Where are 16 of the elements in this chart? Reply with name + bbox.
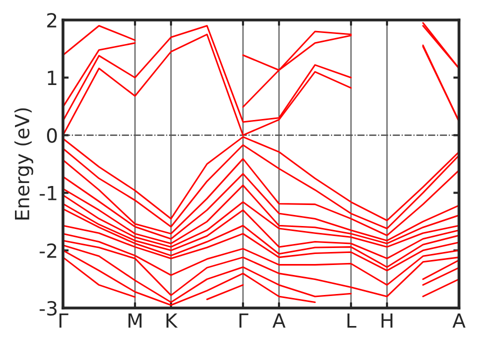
x-tick-label: M	[128, 313, 142, 328]
x-tick-label: K	[166, 313, 178, 328]
x-tick-label: Γ	[239, 313, 248, 328]
y-tick-label: -2	[40, 243, 56, 258]
y-tick-label: 0	[47, 128, 57, 143]
y-axis-title: Energy (eV)	[14, 108, 34, 220]
x-tick-label: Γ	[59, 313, 68, 328]
line-series	[63, 208, 459, 268]
x-tick-label: L	[347, 313, 356, 328]
y-tick-label: 2	[47, 12, 56, 28]
y-tick-label: -3	[40, 300, 57, 316]
y-tick-label: -1	[40, 186, 56, 200]
y-tick-label: 1	[48, 70, 56, 85]
x-tick-label: A	[272, 313, 286, 328]
x-tick-label: A	[452, 313, 466, 328]
x-tick-label: H	[382, 313, 392, 328]
